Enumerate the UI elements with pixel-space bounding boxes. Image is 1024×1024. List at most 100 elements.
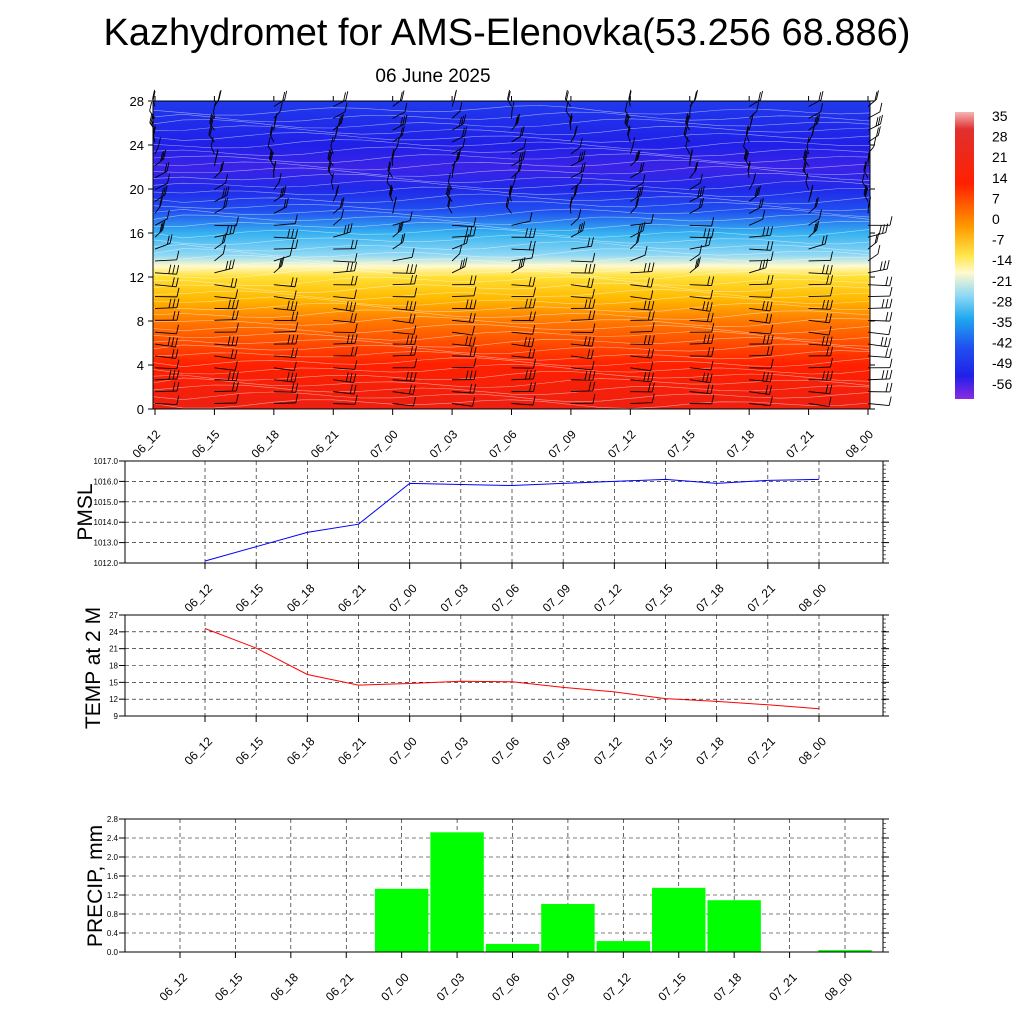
wind-barb — [213, 149, 219, 166]
wind-barb — [624, 113, 631, 131]
wind-barb — [749, 241, 774, 251]
contour-line — [152, 269, 871, 280]
wind-barb — [392, 114, 408, 131]
wind-barb — [392, 126, 405, 143]
wind-barb — [273, 160, 277, 178]
contour-line — [152, 201, 871, 212]
wind-barb — [748, 210, 766, 226]
wind-barb — [273, 197, 289, 214]
wind-barb — [689, 312, 714, 323]
heatmap-contours — [152, 105, 871, 409]
wind-barb — [154, 287, 180, 298]
precip-bar — [485, 943, 540, 952]
wind-barb — [273, 393, 299, 404]
wind-barb — [273, 185, 287, 202]
wind-barb — [451, 257, 468, 274]
wind-barb — [452, 226, 477, 238]
x-tick-label: 08_00 — [822, 970, 856, 1004]
wind-barb — [511, 348, 536, 359]
wind-barb — [630, 277, 654, 288]
wind-barb — [452, 336, 476, 347]
wind-barb — [452, 397, 476, 407]
wind-barb — [332, 197, 345, 214]
wind-barb — [749, 300, 773, 312]
colorbar-label: -56 — [992, 376, 1012, 392]
wind-barb — [333, 312, 357, 323]
colorbar-label: -7 — [992, 232, 1005, 248]
wind-barb — [154, 395, 180, 406]
wind-barb — [570, 370, 596, 381]
wind-barb — [689, 216, 715, 227]
wind-barb — [863, 161, 869, 178]
wind-barb — [808, 184, 814, 202]
wind-barb — [387, 161, 394, 179]
wind-barb — [214, 277, 238, 289]
wind-barb — [748, 173, 756, 190]
wind-barb — [861, 173, 869, 190]
wind-barb — [802, 161, 809, 179]
wind-barb — [689, 228, 715, 239]
wind-barb — [808, 299, 833, 310]
wind-barb — [452, 312, 476, 323]
wind-barb — [749, 396, 773, 407]
contour-line — [152, 228, 871, 239]
wind-barb — [451, 114, 467, 131]
wind-barb — [570, 299, 596, 309]
contour-line — [152, 173, 871, 184]
wind-barb — [154, 336, 178, 348]
y-tick-label: 20 — [130, 182, 144, 197]
x-tick-label: 07_12 — [591, 734, 625, 768]
x-tick-label: 06_12 — [157, 970, 191, 1004]
wind-barb — [273, 101, 283, 119]
contour-line — [152, 357, 871, 368]
contour-line — [152, 241, 871, 252]
contour-line — [152, 166, 871, 177]
x-tick-label: 06_15 — [212, 970, 246, 1004]
wind-barb — [392, 313, 416, 324]
wind-barb — [273, 214, 298, 226]
wind-barb — [570, 137, 583, 155]
y-tick-label: 0.4 — [107, 929, 119, 938]
contour-line — [152, 309, 871, 320]
x-tick-label: 06_12 — [182, 734, 216, 768]
colorbar-label: -42 — [992, 335, 1012, 351]
contour-line — [152, 254, 870, 266]
precip-bar — [818, 950, 872, 952]
wind-barb — [808, 325, 832, 336]
wind-barb — [333, 323, 358, 333]
wind-barb — [154, 250, 180, 262]
wind-barb — [749, 334, 774, 345]
x-tick-label: 07_15 — [655, 970, 689, 1004]
wind-barb — [808, 286, 833, 298]
wind-barb — [805, 172, 810, 190]
wind-barb — [630, 393, 655, 404]
wind-barb — [630, 149, 641, 167]
wind-barb — [867, 358, 893, 369]
wind-barb — [214, 299, 239, 310]
wind-barb — [808, 125, 815, 143]
wind-barb — [630, 290, 654, 300]
x-tick-label: 07_18 — [711, 970, 745, 1004]
wind-barb — [452, 347, 477, 357]
wind-barb — [214, 349, 238, 360]
wind-barb — [511, 336, 535, 348]
x-tick-label: 07_18 — [693, 734, 727, 768]
wind-barb — [154, 234, 173, 250]
y-tick-label: 1017.0 — [94, 457, 119, 466]
wind-barb — [570, 150, 586, 167]
wind-barb — [867, 298, 893, 309]
wind-barb — [152, 89, 156, 107]
wind-barb — [511, 172, 517, 190]
wind-barb — [808, 384, 833, 395]
wind-barb — [808, 264, 833, 275]
wind-barb — [392, 358, 418, 369]
wind-barb — [154, 264, 180, 275]
wind-barb — [511, 382, 536, 393]
x-tick-label: 06_18 — [267, 970, 301, 1004]
wind-barb — [630, 361, 654, 372]
contour-line — [152, 276, 871, 286]
wind-barb — [333, 289, 357, 300]
wind-barb — [808, 102, 824, 119]
wind-barb — [332, 184, 340, 202]
